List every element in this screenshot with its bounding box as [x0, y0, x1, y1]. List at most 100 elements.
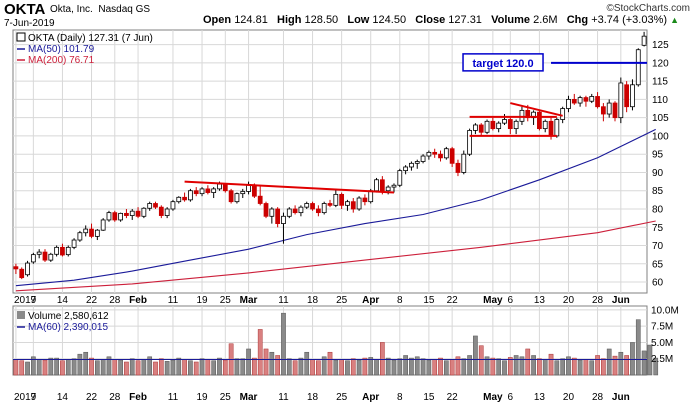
candle-body: [513, 120, 519, 130]
volume-bar: [263, 348, 269, 376]
target-label-box: [462, 53, 544, 72]
volume-bar: [193, 361, 199, 376]
candle-body: [583, 97, 589, 102]
close-value: 127.31: [448, 14, 482, 26]
volume-bar: [199, 358, 205, 376]
candle-body: [199, 188, 205, 195]
volume-bar: [647, 344, 653, 376]
candle-body: [124, 212, 129, 216]
volume-bar: [537, 358, 542, 376]
candle-body: [240, 191, 246, 195]
volume-bar: [577, 359, 583, 376]
candle-body: [571, 99, 577, 104]
volume-bar: [595, 355, 600, 376]
low-label: Low: [347, 14, 370, 26]
x-tick-label: 18: [307, 295, 319, 306]
price-tick-label: 85: [652, 186, 664, 197]
price-tick-label: 75: [652, 223, 664, 234]
candle-body: [217, 183, 222, 190]
candle-body: [391, 184, 397, 188]
volume-bar: [153, 361, 158, 376]
volume-bar: [624, 355, 629, 376]
candle-body: [211, 188, 217, 193]
volume-bar: [25, 361, 30, 376]
candle-body: [292, 208, 298, 214]
volume-bar: [589, 360, 595, 376]
x-tick-label: 25: [336, 392, 348, 403]
company-label: Okta, Inc.: [50, 4, 93, 15]
candle-body: [281, 215, 286, 224]
candle-body: [467, 130, 472, 155]
volume-bar: [246, 348, 251, 376]
price-grid: [13, 30, 647, 293]
volume-bar: [571, 357, 577, 376]
annotations: target 120.0: [184, 53, 647, 194]
volume-bar: [601, 358, 606, 376]
candle-body: [484, 120, 490, 133]
candle-body: [176, 196, 182, 203]
volume-bar: [13, 359, 19, 376]
candle-body: [507, 119, 513, 130]
candle-body: [333, 193, 339, 206]
change-label: Chg: [566, 14, 589, 26]
candle-body: [222, 183, 228, 192]
volume-bar: [333, 359, 339, 376]
candle-body: [25, 262, 30, 276]
volume-bar: [374, 359, 379, 376]
ma50-line: [15, 128, 656, 287]
volume-bar: [531, 355, 536, 376]
volume-bar: [635, 319, 641, 376]
open-value: 124.81: [234, 14, 268, 26]
x-tick-label: Apr: [362, 392, 379, 403]
candle-body: [89, 228, 94, 237]
x-tick-label: Feb: [129, 392, 147, 403]
volume-bar: [478, 345, 484, 376]
high-value: 128.50: [304, 14, 339, 26]
x-tick-label: 20: [563, 295, 575, 306]
volume-bar: [542, 359, 548, 376]
candle-body: [630, 84, 635, 108]
x-tick-label: Jun: [612, 392, 630, 403]
volume-bar: [566, 356, 571, 376]
volume-bar: [519, 356, 525, 376]
volume-bar: [158, 358, 164, 376]
volume-bar: [118, 359, 123, 376]
x-tick-label: 11: [168, 295, 179, 306]
volume-bar: [170, 359, 176, 376]
candle-body: [397, 170, 403, 186]
volume-bar: [391, 359, 397, 376]
candle-body: [141, 207, 147, 217]
candle-body: [461, 153, 467, 173]
candle-body: [147, 203, 153, 209]
candle-body: [606, 102, 612, 115]
volume-bar: [217, 357, 222, 376]
volume-bar: [368, 357, 374, 376]
candle-body: [182, 196, 187, 201]
volume-bar: [449, 359, 455, 376]
volume-bar: [455, 356, 461, 376]
candle-body: [560, 108, 566, 120]
moving-averages: [15, 128, 656, 292]
x-tick-label: 25: [220, 295, 232, 306]
candle-body: [612, 102, 618, 119]
price-tick-label: 70: [652, 241, 664, 252]
candle-body: [54, 246, 60, 255]
volume-bar: [222, 359, 228, 376]
x-tick-label: 28: [109, 295, 121, 306]
price-tick-label: 100: [652, 131, 669, 142]
x-tick-label: 2019: [14, 295, 37, 306]
candle-body: [100, 219, 106, 231]
volume-bar: [188, 360, 193, 376]
candle-body: [170, 201, 176, 210]
volume-bar: [65, 359, 71, 376]
volume-bar: [176, 357, 182, 376]
volume-bar: [641, 350, 647, 376]
price-tick-label: 60: [652, 278, 664, 289]
volume-bar: [630, 342, 635, 376]
candle-body: [473, 124, 478, 131]
volume-tick-label: 5.0M: [651, 338, 673, 349]
x-tick-label: May: [483, 295, 503, 306]
x-tick-label: 11: [168, 392, 179, 403]
